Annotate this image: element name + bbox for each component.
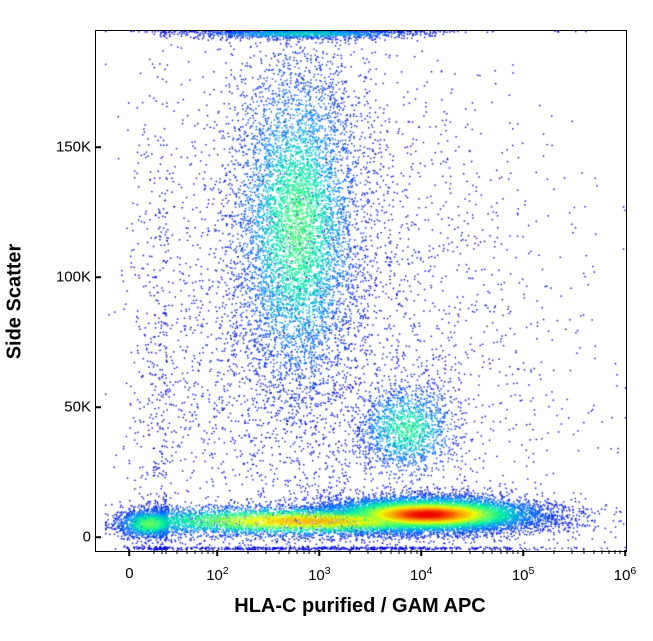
x-minor-tick — [380, 550, 381, 554]
x-minor-tick — [296, 550, 297, 554]
x-minor-tick — [451, 550, 452, 554]
x-tick — [420, 550, 422, 556]
x-minor-tick — [500, 550, 501, 554]
y-tick-label: 150K — [56, 139, 91, 156]
x-minor-tick — [602, 550, 603, 554]
x-minor-tick — [492, 550, 493, 554]
x-minor-tick — [176, 550, 177, 554]
x-tick-label: 105 — [512, 565, 535, 584]
scatter-canvas — [96, 31, 626, 551]
x-minor-tick — [248, 550, 249, 554]
x-minor-tick — [266, 550, 267, 554]
y-tick — [95, 276, 101, 278]
x-minor-tick — [469, 550, 470, 554]
x-minor-tick — [615, 550, 616, 554]
y-tick — [95, 536, 101, 538]
x-tick-label: 102 — [206, 565, 229, 584]
x-minor-tick — [314, 550, 315, 554]
x-tick-label: 104 — [410, 565, 433, 584]
x-minor-tick — [513, 550, 514, 554]
x-tick-label: 106 — [614, 565, 637, 584]
x-tick — [217, 550, 219, 556]
x-minor-tick — [620, 550, 621, 554]
x-minor-tick — [278, 550, 279, 554]
x-tick — [522, 550, 524, 556]
x-axis-label: HLA-C purified / GAM APC — [95, 595, 625, 618]
x-minor-tick — [584, 550, 585, 554]
x-minor-tick — [194, 550, 195, 554]
x-minor-tick — [571, 550, 572, 554]
x-minor-tick — [398, 550, 399, 554]
x-tick — [319, 550, 321, 556]
y-axis-label: Side Scatter — [4, 244, 27, 360]
x-minor-tick — [482, 550, 483, 554]
x-minor-tick — [390, 550, 391, 554]
y-tick-label: 100K — [56, 269, 91, 286]
x-tick-label: 0 — [125, 565, 133, 582]
x-minor-tick — [161, 550, 162, 554]
y-tick — [95, 146, 101, 148]
x-minor-tick — [309, 550, 310, 554]
x-minor-tick — [129, 550, 130, 554]
x-minor-tick — [518, 550, 519, 554]
x-minor-tick — [416, 550, 417, 554]
x-minor-tick — [405, 550, 406, 554]
x-minor-tick — [507, 550, 508, 554]
plot-area — [95, 30, 627, 552]
x-tick-label: 103 — [308, 565, 331, 584]
x-tick — [624, 550, 626, 556]
x-minor-tick — [207, 550, 208, 554]
x-minor-tick — [609, 550, 610, 554]
y-tick — [95, 406, 101, 408]
x-minor-tick — [154, 550, 155, 554]
flow-cytometry-chart: Side Scatter HLA-C purified / GAM APC 0 5… — [0, 0, 653, 641]
x-minor-tick — [212, 550, 213, 554]
x-minor-tick — [201, 550, 202, 554]
y-tick-label: 50K — [64, 399, 91, 416]
x-minor-tick — [186, 550, 187, 554]
x-minor-tick — [553, 550, 554, 554]
x-minor-tick — [288, 550, 289, 554]
x-minor-tick — [165, 550, 166, 554]
y-tick-label: 0 — [83, 529, 91, 546]
x-minor-tick — [367, 550, 368, 554]
x-minor-tick — [594, 550, 595, 554]
x-minor-tick — [350, 550, 351, 554]
x-minor-tick — [303, 550, 304, 554]
x-minor-tick — [411, 550, 412, 554]
